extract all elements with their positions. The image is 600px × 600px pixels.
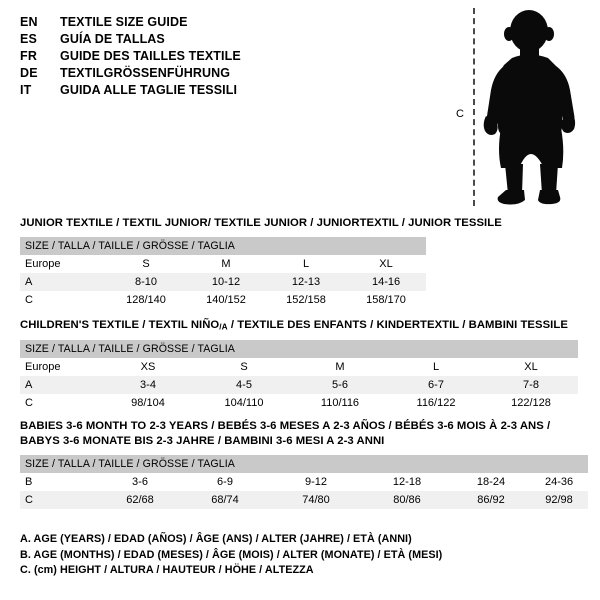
cell-value: 80/86 <box>362 491 452 509</box>
table-row: A 8-10 10-12 12-13 14-16 <box>20 273 427 291</box>
language-row-en: EN TEXTILE SIZE GUIDE <box>20 14 440 31</box>
language-row-fr: FR GUIDE DES TAILLES TEXTILE <box>20 48 440 65</box>
size-bar-label: SIZE / TALLA / TAILLE / GRÖSSE / TAGLIA <box>20 340 579 359</box>
junior-size-table: SIZE / TALLA / TAILLE / GRÖSSE / TAGLIA … <box>20 237 427 309</box>
cell-value: 5-6 <box>292 376 388 395</box>
cell-value: 68/74 <box>180 491 270 509</box>
cell-value: S <box>142 258 150 270</box>
cell-value: 104/110 <box>224 397 264 410</box>
legend-line-c: C. (cm) HEIGHT / ALTURA / HAUTEUR / HÖHE… <box>20 564 314 576</box>
cell-value: 6-9 <box>217 476 233 488</box>
cell-value: 116/122 <box>416 397 456 410</box>
row-label: Europe <box>25 258 61 270</box>
table-row: C 62/68 68/74 74/80 80/86 86/92 92/98 <box>20 491 589 509</box>
language-code: FR <box>20 49 38 63</box>
language-code: DE <box>20 66 38 80</box>
cell-value: 92/98 <box>530 491 589 509</box>
language-title: GUIDE DES TAILLES TEXTILE <box>60 49 241 63</box>
cell-value: 24-36 <box>544 476 574 488</box>
cell-value: 10-12 <box>186 273 266 291</box>
section-title-before: CHILDREN'S TEXTILE / TEXTIL NIÑO <box>20 319 220 331</box>
language-row-de: DE TEXTILGRÖSSENFÜHRUNG <box>20 65 440 82</box>
row-label: Europe <box>25 361 61 374</box>
cell-value: 14-16 <box>346 273 427 291</box>
cell-value: S <box>240 361 248 374</box>
toddler-silhouette-icon <box>483 10 576 205</box>
row-label: A <box>20 376 100 395</box>
table-header-bar-row: SIZE / TALLA / TAILLE / GRÖSSE / TAGLIA <box>20 237 427 255</box>
size-bar-label: SIZE / TALLA / TAILLE / GRÖSSE / TAGLIA <box>20 455 589 473</box>
language-code: EN <box>20 15 38 29</box>
table-header-bar-row: SIZE / TALLA / TAILLE / GRÖSSE / TAGLIA <box>20 340 579 359</box>
cell-value: M <box>221 258 231 270</box>
language-title: GUÍA DE TALLAS <box>60 32 165 46</box>
cell-value: L <box>302 258 310 270</box>
section-babies-textile: BABIES 3-6 MONTH TO 2-3 YEARS / BEBÉS 3-… <box>20 419 589 509</box>
cell-value: M <box>335 361 345 374</box>
cell-value: 98/104 <box>131 397 165 410</box>
cell-value: 3-6 <box>132 476 148 488</box>
cell-value: 7-8 <box>484 376 579 395</box>
babies-size-table: SIZE / TALLA / TAILLE / GRÖSSE / TAGLIA … <box>20 455 589 509</box>
legend-line-a: A. AGE (YEARS) / EDAD (AÑOS) / ÂGE (ANS)… <box>20 533 412 545</box>
height-marker-label: C <box>456 108 464 120</box>
cell-value: L <box>432 361 440 374</box>
cell-value: 122/128 <box>511 397 551 410</box>
language-row-es: ES GUÍA DE TALLAS <box>20 31 440 48</box>
cell-value: 9-12 <box>304 476 328 488</box>
cell-value: 4-5 <box>196 376 292 395</box>
row-label: C <box>20 491 100 509</box>
cell-value: 18-24 <box>476 476 506 488</box>
cell-value: 74/80 <box>270 491 362 509</box>
legend-block: A. AGE (YEARS) / EDAD (AÑOS) / ÂGE (ANS)… <box>20 532 442 579</box>
language-code: ES <box>20 32 38 46</box>
legend-line-b: B. AGE (MONTHS) / EDAD (MESES) / ÂGE (MO… <box>20 548 443 561</box>
table-row: C 128/140 140/152 152/158 158/170 <box>20 291 426 309</box>
height-dashed-line <box>473 8 475 206</box>
table-row: B 3-6 6-9 9-12 12-18 18-24 24-36 <box>20 473 588 491</box>
cell-value: 158/170 <box>366 294 406 306</box>
size-bar-label: SIZE / TALLA / TAILLE / GRÖSSE / TAGLIA <box>20 237 427 255</box>
language-row-it: IT GUIDA ALLE TAGLIE TESSILI <box>20 82 440 99</box>
cell-value: 12-18 <box>392 476 422 488</box>
language-title-block: EN TEXTILE SIZE GUIDE ES GUÍA DE TALLAS … <box>20 14 440 99</box>
language-title: GUIDA ALLE TAGLIE TESSILI <box>60 83 238 97</box>
cell-value: XL <box>379 258 393 270</box>
cell-value: 128/140 <box>126 294 166 306</box>
cell-value: 3-4 <box>100 376 196 395</box>
measurement-figure: C <box>440 4 600 210</box>
cell-value: 86/92 <box>452 491 530 509</box>
section-title-line1: BABIES 3-6 MONTH TO 2-3 YEARS / BEBÉS 3-… <box>20 420 551 432</box>
language-title: TEXTILGRÖSSENFÜHRUNG <box>60 66 231 80</box>
table-row: Europe S M L XL <box>20 255 426 273</box>
cell-value: 110/116 <box>320 397 360 410</box>
children-size-table: SIZE / TALLA / TAILLE / GRÖSSE / TAGLIA … <box>20 340 579 412</box>
row-label: C <box>25 397 33 410</box>
section-title-line2: BABYS 3-6 MONATE BIS 2-3 JAHRE / BAMBINI… <box>20 435 385 447</box>
section-junior-textile: JUNIOR TEXTILE / TEXTIL JUNIOR/ TEXTILE … <box>20 216 502 309</box>
language-title: TEXTILE SIZE GUIDE <box>60 15 188 29</box>
cell-value: 6-7 <box>388 376 484 395</box>
cell-value: 62/68 <box>100 491 180 509</box>
section-title-subscript: /A <box>219 321 228 332</box>
cell-value: 12-13 <box>266 273 346 291</box>
section-title-after: / TEXTILE DES ENFANTS / KINDERTEXTIL / B… <box>227 319 568 331</box>
table-header-bar-row: SIZE / TALLA / TAILLE / GRÖSSE / TAGLIA <box>20 455 589 473</box>
language-code: IT <box>20 83 32 97</box>
table-row: C 98/104 104/110 110/116 116/122 122/128 <box>20 394 578 412</box>
cell-value: XS <box>140 361 156 374</box>
row-label: A <box>20 273 106 291</box>
section-title: JUNIOR TEXTILE / TEXTIL JUNIOR/ TEXTILE … <box>20 217 502 229</box>
cell-value: 140/152 <box>206 294 246 306</box>
section-childrens-textile: CHILDREN'S TEXTILE / TEXTIL NIÑO/A / TEX… <box>20 318 579 412</box>
cell-value: 152/158 <box>286 294 326 306</box>
cell-value: 8-10 <box>106 273 186 291</box>
section-title: CHILDREN'S TEXTILE / TEXTIL NIÑO/A / TEX… <box>20 318 578 334</box>
row-label: C <box>25 294 33 306</box>
row-label: B <box>25 476 33 488</box>
cell-value: XL <box>524 361 538 374</box>
table-row: A 3-4 4-5 5-6 6-7 7-8 <box>20 376 579 395</box>
table-row: Europe XS S M L XL <box>20 358 578 376</box>
